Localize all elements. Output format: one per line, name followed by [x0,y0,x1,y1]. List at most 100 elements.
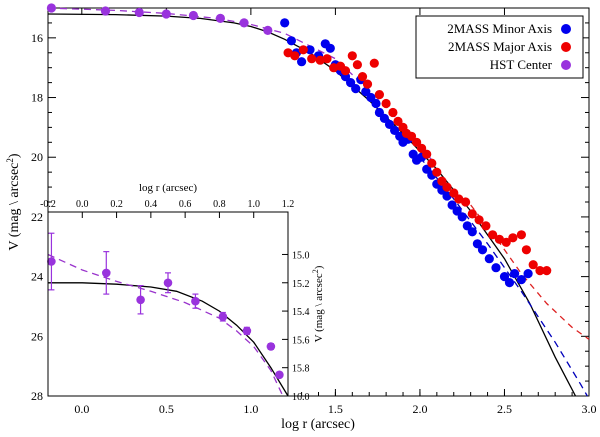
point-2mass-major-axis [432,167,442,177]
point-2mass-major-axis [374,90,384,100]
point-2mass-minor-axis [366,92,376,103]
inset-point-hst-center [266,342,276,351]
point-2mass-minor-axis [509,269,520,279]
inset-data-points [47,232,284,380]
inset-y-axis-label-sup: 2 [311,269,320,273]
inset-y-tick-label: 15.6 [292,335,310,346]
legend: 2MASS Minor Axis 2MASS Major Axis HST Ce… [415,15,584,79]
inset-x-axis-label: log r (arcsec) [139,182,197,194]
point-2mass-minor-axis [491,263,501,273]
main-y-tick-label: 18 [31,91,43,105]
point-2mass-minor-axis [457,212,467,222]
point-2mass-major-axis [369,58,379,68]
main-model-blue-dashed-model [419,156,588,397]
main-x-tick-label: 1.0 [243,402,258,416]
inset-plot-frame [47,211,289,397]
point-2mass-major-axis [381,98,391,109]
inset-point-hst-center [102,268,111,278]
legend-label-major-axis: 2MASS Major Axis [448,39,552,54]
point-2mass-major-axis [474,215,484,225]
inset-model-curves [47,253,289,397]
point-2mass-major-axis [508,233,518,243]
point-2mass-minor-axis [523,269,533,279]
inset-x-tick-label: 0.2 [110,199,123,210]
main-y-tick-label: 20 [31,150,43,164]
main-y-tick-label: 16 [31,31,43,45]
legend-label-minor-axis: 2MASS Minor Axis [447,21,552,36]
point-2mass-major-axis [528,260,538,270]
point-hst-center [188,10,198,21]
point-2mass-major-axis [352,60,362,70]
point-2mass-minor-axis [516,275,527,285]
legend-box [415,15,584,79]
inset-point-hst-center [136,295,145,305]
point-2mass-major-axis [340,66,351,76]
legend-marker-hst-center [561,60,571,70]
inset-x-tick-label: 1.2 [282,199,295,210]
inset-point-hst-center [242,326,252,336]
point-2mass-minor-axis [467,227,477,237]
main-axis-ticks: 0.0 0.5 1.0 1.5 2.0 2.5 3.0 16 18 20 22 24 26 28 [31,8,597,416]
point-2mass-major-axis [516,230,527,240]
main-y-axis-label: V (mag \ arcsec2) [5,153,22,250]
point-2mass-major-axis [481,221,491,231]
point-2mass-major-axis [427,158,437,168]
main-y-tick-label: 28 [31,389,43,403]
point-2mass-major-axis [535,266,545,276]
main-y-axis-label-text: V (mag \ arcsec [7,163,22,251]
inset-y-tick-label: 16.0 [292,392,310,403]
inset-point-hst-center [275,370,284,380]
inset-background [48,212,288,396]
point-2mass-major-axis [362,79,373,89]
point-2mass-major-axis [347,51,357,61]
point-2mass-minor-axis [325,43,335,53]
point-2mass-minor-axis [280,18,290,28]
point-2mass-major-axis [406,131,417,141]
point-2mass-minor-axis [297,57,307,67]
inset-y-tick-label: 15.2 [292,279,310,290]
main-model-purple-dashed-model [47,7,438,167]
inset-point-hst-center [47,257,56,266]
main-x-tick-label: 3.0 [582,402,597,416]
main-y-tick-label: 24 [31,270,43,284]
main-x-tick-label: 2.0 [412,402,427,416]
point-2mass-minor-axis [484,254,494,264]
point-2mass-major-axis [461,197,471,207]
legend-marker-major-axis [561,42,571,52]
main-y-axis-label-close: ) [7,153,22,158]
point-2mass-major-axis [388,107,398,118]
point-2mass-minor-axis [477,245,488,255]
inset-y-axis-label-text: V (mag \ arcsec [313,273,325,342]
point-2mass-major-axis [307,54,317,64]
point-2mass-minor-axis [346,78,356,88]
inset-y-axis-label-close: ) [313,265,325,269]
inset-y-tick-label: 15.4 [292,307,310,318]
point-2mass-major-axis [542,266,552,276]
main-x-tick-label: 0.0 [74,402,89,416]
point-2mass-minor-axis [351,84,361,94]
main-x-tick-label: 2.5 [497,402,512,416]
point-2mass-minor-axis [286,36,296,46]
inset-x-tick-label: 0.0 [76,199,89,210]
point-2mass-major-axis [422,149,432,159]
inset-x-tick-label: 1.0 [247,199,260,210]
legend-marker-minor-axis [561,24,571,34]
point-hst-center [46,3,57,13]
point-2mass-major-axis [298,45,308,55]
inset-model-solid-model [48,282,289,397]
point-2mass-minor-axis [305,45,315,55]
point-2mass-minor-axis [472,239,482,249]
point-hst-center [263,25,273,35]
inset-x-tick-label: 0.6 [179,199,192,210]
point-2mass-major-axis [442,182,452,192]
point-2mass-major-axis [467,209,477,219]
point-hst-center [215,13,225,23]
point-hst-center [161,9,171,19]
inset-y-axis-label: V (mag \ arcsec2) [311,265,326,342]
inset-point-hst-center [191,296,200,306]
point-2mass-major-axis [521,245,532,255]
inset-x-tick-label: 0.4 [145,199,158,210]
inset-point-hst-center [218,312,228,322]
point-hst-center [134,7,144,18]
